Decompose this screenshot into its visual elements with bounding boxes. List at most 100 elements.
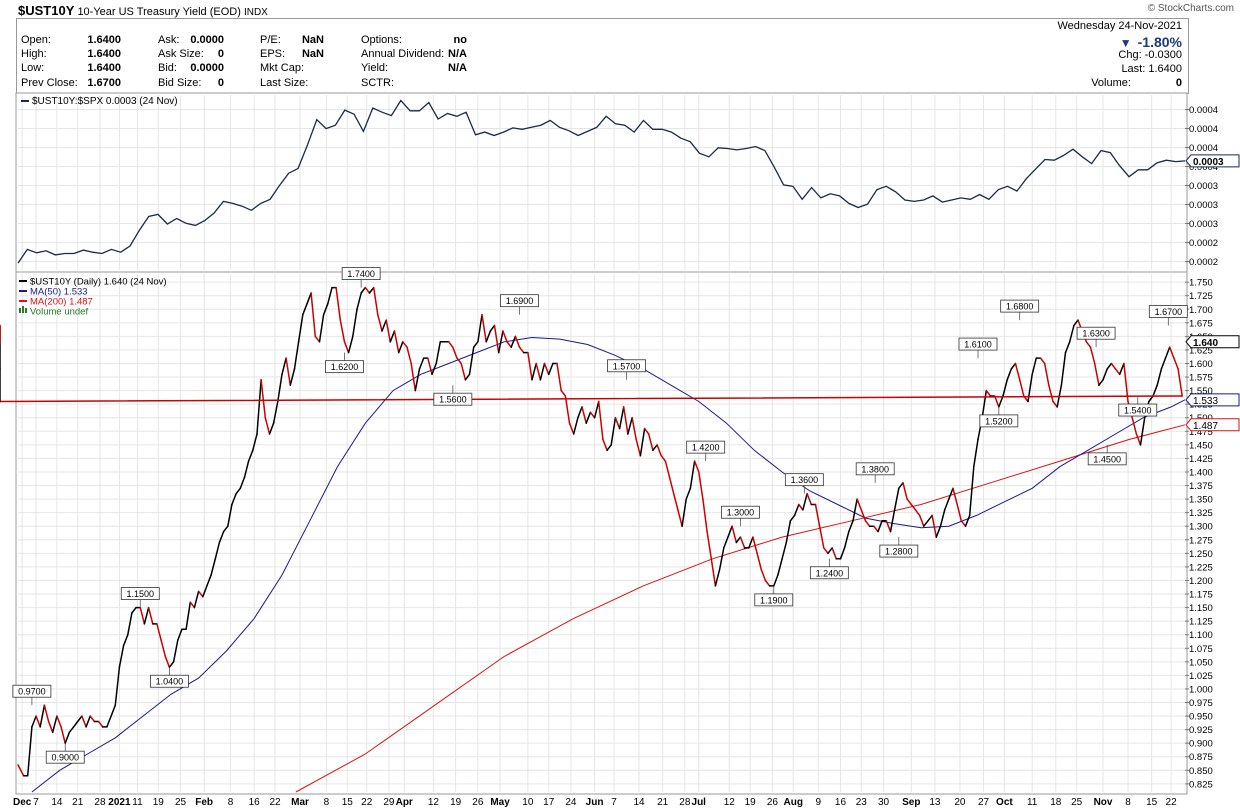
- ratio-tick-label: 0.0002: [1189, 238, 1218, 249]
- ratio-panel-frame: [15, 92, 1188, 273]
- price-segment: [814, 503, 821, 527]
- ratio-tick-label: 0.0002: [1189, 257, 1218, 268]
- price-segment: [777, 558, 783, 576]
- annotation-box: [433, 392, 473, 406]
- price-segment: [1002, 379, 1008, 397]
- price-segment: [993, 395, 1000, 408]
- symbol-label: $UST10Y: [18, 3, 75, 18]
- low-value: 1.6400: [87, 62, 121, 74]
- price-segment: [668, 476, 675, 495]
- x-tick-label: Sep: [902, 797, 920, 808]
- volume-bar-icon: [25, 308, 27, 313]
- price-annotation: 1.6100: [958, 337, 998, 359]
- x-tick-label: 26: [472, 797, 484, 808]
- price-segment: [89, 715, 96, 723]
- price-segment: [81, 715, 87, 728]
- price-segment: [456, 357, 462, 365]
- price-segment: [193, 590, 200, 609]
- price-segment: [1039, 357, 1046, 365]
- price-segment: [748, 536, 754, 549]
- x-tick-label: 2021: [108, 797, 131, 808]
- ma50-last-label: 1.533: [1185, 393, 1240, 407]
- x-tick-label: 8: [228, 797, 234, 808]
- eps-label: EPS:: [260, 48, 286, 60]
- x-tick-label: 21: [72, 797, 84, 808]
- x-tick-label: 19: [153, 797, 165, 808]
- annotation-box: [12, 684, 52, 698]
- price-segment: [56, 715, 62, 728]
- price-annotation: 1.4200: [686, 440, 726, 462]
- price-y-axis: 0.825 0.850 0.875 0.900 0.925 0.950 0.975 1.000…: [1185, 278, 1213, 790]
- ratio-last-label-text: 0.0003: [1193, 157, 1224, 168]
- price-tick-label: 1.150: [1189, 603, 1213, 614]
- price-segment: [606, 444, 612, 452]
- x-tick-label: Nov: [1094, 797, 1113, 808]
- price-tick-label: 1.050: [1189, 657, 1213, 668]
- annotation-box: [1118, 403, 1158, 417]
- x-tick-label: 8: [324, 797, 330, 808]
- price-tick-label: 1.125: [1189, 617, 1213, 628]
- ratio-tick-label: 0.0003: [1189, 219, 1218, 230]
- price-segment: [147, 606, 154, 625]
- price-segment: [931, 514, 938, 538]
- price-segment: [31, 715, 37, 728]
- price-segment: [468, 346, 475, 376]
- price-segment: [281, 357, 287, 376]
- price-segment: [656, 444, 662, 457]
- price-segment: [802, 492, 808, 511]
- price-segment: [760, 568, 767, 582]
- price-segment: [556, 362, 562, 392]
- annotation-label: 1.0400: [156, 677, 184, 687]
- price-tick-label: 1.575: [1189, 373, 1213, 384]
- x-tick-label: 25: [1071, 797, 1083, 808]
- price-segment: [597, 400, 604, 441]
- price-tick-label: 1.425: [1189, 454, 1213, 465]
- price-tick-label: 1.550: [1189, 386, 1213, 397]
- bid-size-label: Bid Size:: [158, 77, 202, 89]
- price-annotation: 1.4500: [1087, 444, 1127, 466]
- annotation-label: 1.5400: [1124, 406, 1152, 416]
- price-segment: [260, 379, 267, 419]
- price-segment: [1064, 341, 1071, 354]
- price-segment: [272, 400, 279, 424]
- price-tick-label: 1.250: [1189, 549, 1213, 560]
- price-segment: [493, 324, 500, 354]
- options-label: Options:: [361, 34, 402, 46]
- last-value-labels: 0.0003 1.640 1.533 1.487: [1185, 154, 1240, 432]
- prev-close-label: Prev Close:: [21, 77, 78, 89]
- price-segment: [852, 498, 858, 522]
- x-tick-label: 13: [929, 797, 941, 808]
- price-segment: [464, 373, 471, 381]
- price-tick-label: 1.625: [1189, 345, 1213, 356]
- price-segment: [1031, 357, 1038, 376]
- price-segment: [0, 395, 1183, 403]
- annotation-box: [809, 566, 849, 580]
- annotation-label: 1.7400: [347, 269, 375, 279]
- price-segment: [231, 492, 237, 506]
- price-segment: [898, 482, 904, 490]
- price-segment: [339, 319, 346, 343]
- price-tick-label: 1.175: [1189, 590, 1213, 601]
- annotation-label: 1.1900: [760, 595, 788, 605]
- open-label: Open:: [21, 34, 51, 46]
- price-segment: [1085, 341, 1092, 348]
- price-segment: [97, 720, 104, 728]
- annotation-box: [341, 267, 381, 280]
- x-tick-label: 25: [175, 797, 187, 808]
- price-segment: [1089, 346, 1096, 365]
- price-segment: [739, 536, 746, 549]
- price-segment: [60, 726, 66, 744]
- x-tick-label: Aug: [783, 797, 802, 808]
- price-segment: [639, 427, 646, 457]
- price-last-label: 1.640: [1185, 335, 1240, 349]
- price-segment: [360, 286, 367, 294]
- price-tick-label: 1.475: [1189, 427, 1213, 438]
- price-segment: [1131, 416, 1138, 435]
- price-segment: [1018, 379, 1025, 397]
- price-segment: [560, 389, 567, 397]
- price-segment: [314, 335, 321, 343]
- annotation-box: [1076, 326, 1116, 340]
- sctr-label: SCTR:: [361, 77, 394, 89]
- price-segment: [318, 313, 325, 343]
